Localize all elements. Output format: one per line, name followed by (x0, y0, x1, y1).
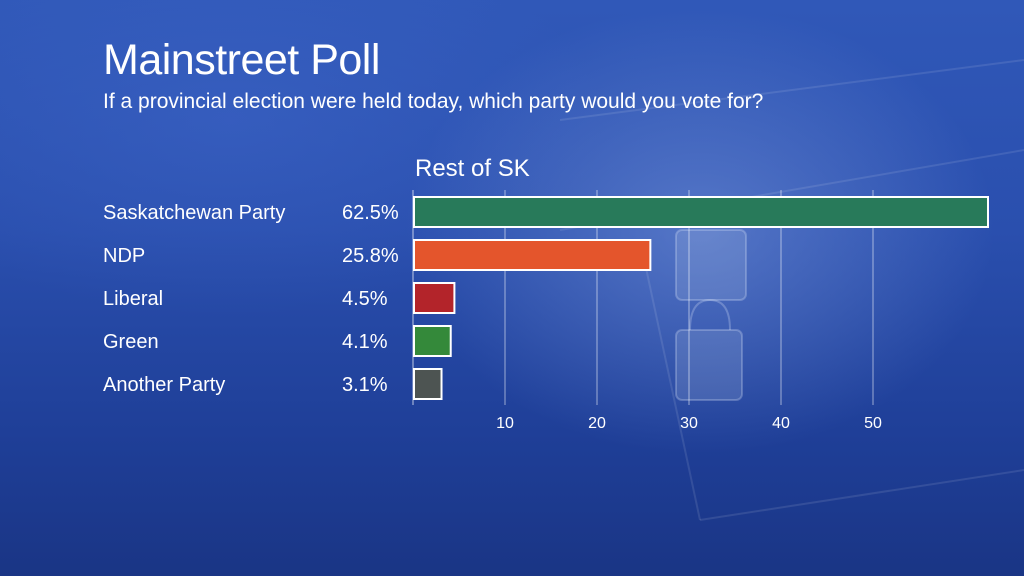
x-tick-label: 30 (680, 415, 698, 432)
category-label: Liberal (103, 288, 163, 310)
value-label: 25.8% (342, 245, 399, 267)
x-tick-label: 10 (496, 415, 514, 432)
page-subtitle: If a provincial election were held today… (103, 90, 764, 113)
value-label: 4.5% (342, 288, 388, 310)
value-label: 3.1% (342, 374, 388, 396)
chart-panel-title: Rest of SK (415, 155, 530, 182)
category-label: NDP (103, 245, 145, 267)
category-label: Saskatchewan Party (103, 202, 285, 224)
x-tick-label: 50 (864, 415, 882, 432)
bar (413, 282, 456, 314)
bar (413, 368, 443, 400)
bar (413, 239, 652, 271)
category-label: Green (103, 331, 159, 353)
value-label: 62.5% (342, 202, 399, 224)
bar (413, 196, 989, 228)
bar (413, 325, 452, 357)
x-tick-label: 40 (772, 415, 790, 432)
page-title: Mainstreet Poll (103, 36, 380, 84)
value-label: 4.1% (342, 331, 388, 353)
category-label: Another Party (103, 374, 225, 396)
x-tick-label: 20 (588, 415, 606, 432)
